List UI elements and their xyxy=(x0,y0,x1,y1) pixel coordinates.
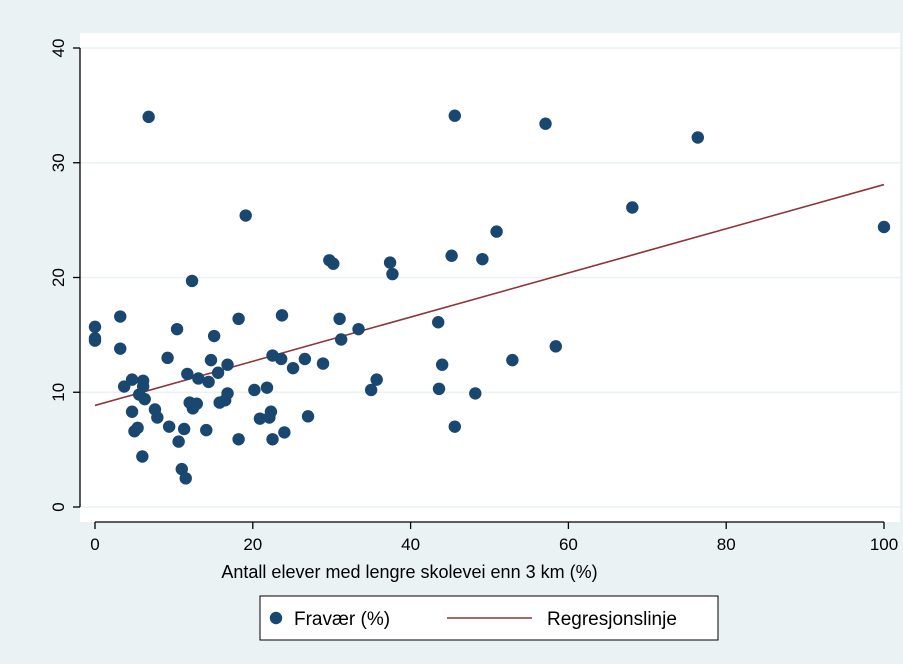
scatter-point xyxy=(432,382,446,396)
scatter-point xyxy=(88,332,102,345)
scatter-point xyxy=(549,340,562,353)
scatter-point xyxy=(114,342,127,355)
scatter-point xyxy=(301,410,315,423)
scatter-point xyxy=(162,420,176,433)
scatter-point xyxy=(877,220,891,234)
scatter-point xyxy=(125,405,139,418)
data-points xyxy=(88,109,891,485)
scatter-point xyxy=(266,433,279,446)
scatter-point xyxy=(248,383,261,397)
scatter-point xyxy=(432,316,445,329)
scatter-point xyxy=(211,366,225,379)
scatter-point xyxy=(142,110,155,124)
legend-label-line: Regresjonslinje xyxy=(547,609,677,630)
y-tick-label: 0 xyxy=(49,502,68,511)
scatter-point xyxy=(506,353,519,367)
scatter-point xyxy=(200,423,213,437)
scatter-point xyxy=(448,109,461,122)
scatter-point xyxy=(131,421,144,435)
scatter-point xyxy=(232,433,245,446)
scatter-point xyxy=(253,412,267,425)
scatter-point xyxy=(136,380,150,393)
y-tick-label: 10 xyxy=(49,383,68,402)
scatter-point xyxy=(691,131,704,144)
x-tick-label: 40 xyxy=(401,535,420,554)
scatter-point xyxy=(125,373,139,386)
scatter-point xyxy=(221,387,234,400)
gridlines xyxy=(80,47,900,508)
scatter-point xyxy=(151,411,164,424)
scatter-point xyxy=(445,249,458,262)
scatter-point xyxy=(177,422,191,436)
scatter-point xyxy=(179,472,192,485)
legend-label-points: Fravær (%) xyxy=(294,609,390,630)
scatter-point xyxy=(298,352,312,366)
scatter-point xyxy=(370,373,383,386)
scatter-point xyxy=(264,405,278,418)
scatter-point xyxy=(352,322,365,336)
scatter-point xyxy=(334,333,348,346)
scatter-point xyxy=(170,322,184,336)
scatter-point xyxy=(278,426,291,439)
scatter-point xyxy=(181,367,194,381)
scatter-point xyxy=(275,352,288,366)
scatter-point xyxy=(539,117,552,130)
scatter-point xyxy=(333,312,346,326)
scatter-point xyxy=(202,375,215,389)
x-tick-label: 0 xyxy=(90,535,99,554)
x-tick-label: 60 xyxy=(559,535,578,554)
scatter-point xyxy=(448,420,461,433)
scatter-point xyxy=(364,383,378,397)
scatter-point xyxy=(469,387,482,400)
scatter-point xyxy=(172,435,185,448)
scatter-point xyxy=(161,351,174,365)
tick-labels: 0 10 20 30 40 0 20 40 60 80 100 xyxy=(49,39,898,554)
legend: Fravær (%) Regresjonslinje xyxy=(259,595,719,641)
x-tick-label: 20 xyxy=(243,535,262,554)
scatter-point xyxy=(192,372,205,385)
scatter-point xyxy=(190,397,203,410)
scatter-point xyxy=(232,312,245,326)
scatter-point xyxy=(221,358,234,371)
scatter-point xyxy=(138,392,151,406)
scatter-point xyxy=(239,209,252,222)
x-tick-label: 100 xyxy=(870,535,898,554)
scatter-point xyxy=(383,256,397,269)
scatter-point xyxy=(204,353,218,367)
x-axis-title: Antall elever med lengre skolevei enn 3 … xyxy=(221,562,597,582)
y-tick-label: 20 xyxy=(49,268,68,287)
scatter-point xyxy=(286,361,300,375)
scatter-point xyxy=(260,381,274,394)
scatter-point xyxy=(185,274,199,288)
scatter-point xyxy=(490,225,503,238)
legend-marker-scatter xyxy=(269,611,283,625)
scatter-point xyxy=(476,252,489,266)
scatter-point xyxy=(207,329,221,343)
scatter-point xyxy=(136,450,149,463)
scatter-point xyxy=(316,357,330,370)
scatter-point xyxy=(114,310,127,323)
scatter-point xyxy=(88,320,102,334)
scatter-point xyxy=(626,201,639,214)
scatter-point xyxy=(435,358,449,371)
x-tick-label: 80 xyxy=(717,535,736,554)
scatter-point xyxy=(275,309,289,322)
y-tick-label: 30 xyxy=(49,153,68,172)
y-tick-label: 40 xyxy=(49,39,68,58)
scatter-point xyxy=(386,267,399,281)
scatter-point xyxy=(327,257,340,270)
